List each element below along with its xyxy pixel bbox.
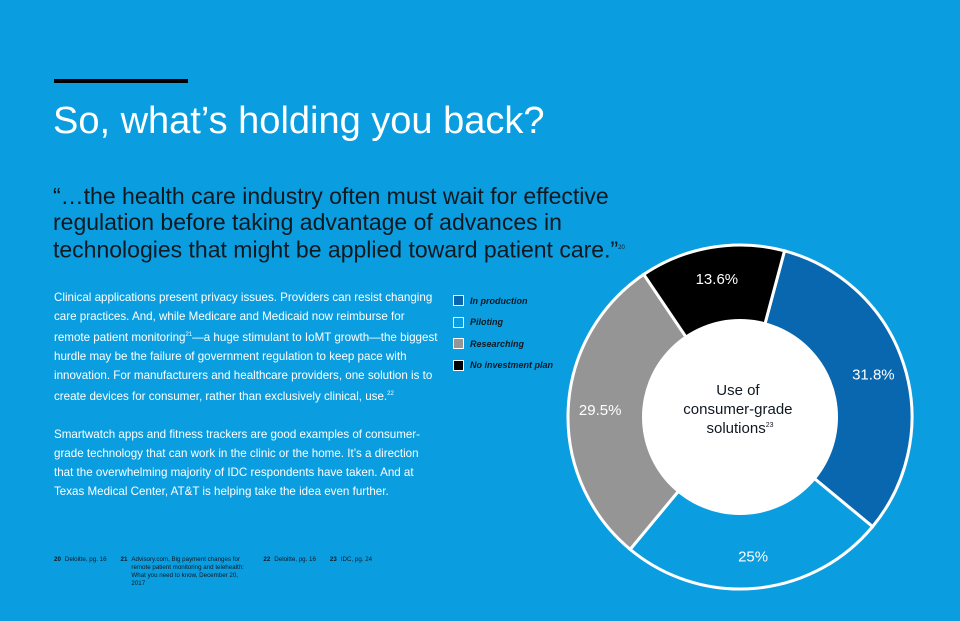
legend-label: No investment plan (470, 360, 554, 371)
chart-legend: In production Piloting Researching No in… (453, 290, 553, 376)
legend-item-piloting: Piloting (453, 312, 553, 334)
quote-ref: 20 (618, 245, 625, 251)
footnote-ref-21: 21 (185, 332, 193, 338)
paragraph-1-part-b: —a huge stimulant to IoMT growth—the big… (54, 330, 438, 403)
center-label-ref: 23 (766, 422, 774, 429)
legend-item-no-investment-plan: No investment plan (453, 355, 553, 377)
footnote-number: 22 (263, 556, 271, 563)
slice-value-label: 13.6% (696, 271, 739, 288)
legend-label: In production (470, 295, 528, 306)
body-copy: Clinical applications present privacy is… (54, 288, 439, 501)
pull-quote: “…the health care industry often must wa… (53, 183, 653, 263)
footnote-text: Deloitte, pg. 16 (64, 556, 107, 563)
center-label: Use of consumer-grade solutions23 (683, 382, 796, 437)
page-title: So, what’s holding you back? (53, 100, 545, 142)
footnote-number: 20 (54, 556, 61, 563)
paragraph-2: Smartwatch apps and fitness trackers are… (54, 427, 421, 498)
center-label-line-2: consumer-grade (683, 401, 792, 418)
footnote-number: 21 (120, 556, 128, 563)
footnote-text: Deloitte, pg. 16 (274, 556, 316, 563)
footnote-number: 23 (329, 556, 337, 563)
legend-swatch (453, 295, 464, 307)
center-label-line-3: solutions (707, 420, 766, 437)
legend-item-researching: Researching (453, 333, 553, 355)
title-rule (54, 79, 188, 83)
footnote-23: 23 IDC, pg. 24 (330, 556, 372, 588)
footnote-22: 22 Deloitte, pg. 16 (263, 556, 316, 588)
footnote-text: Advisory.com, Big payment changes for re… (131, 556, 244, 587)
footnotes: 20 Deloitte, pg. 16 21 Advisory.com, Big p… (54, 556, 454, 588)
slice-value-label: 29.5% (579, 402, 622, 419)
slice-value-label: 31.8% (852, 366, 895, 383)
donut-hole (642, 319, 838, 515)
legend-item-in-production: In production (453, 290, 553, 312)
paragraph-1: Clinical applications present privacy is… (54, 288, 439, 406)
donut-chart: Use of consumer-grade solutions23 31.8% 2… (566, 243, 914, 591)
legend-swatch (453, 338, 464, 350)
legend-swatch (453, 316, 464, 328)
footnote-text: IDC, pg. 24 (340, 556, 373, 563)
footnote-20: 20 Deloitte, pg. 16 (54, 556, 107, 588)
paragraph-1-part-a: Clinical applications present privacy is… (54, 291, 433, 344)
legend-label: Piloting (470, 317, 503, 328)
slice-value-label: 25% (738, 548, 768, 565)
legend-swatch (453, 359, 464, 371)
quote-text: “…the health care industry often must wa… (53, 183, 619, 263)
center-label-line-1: Use of (716, 382, 760, 399)
footnote-ref-22: 22 (387, 390, 394, 397)
legend-label: Researching (470, 338, 525, 349)
footnote-21: 21 Advisory.com, Big payment changes for … (121, 556, 250, 588)
